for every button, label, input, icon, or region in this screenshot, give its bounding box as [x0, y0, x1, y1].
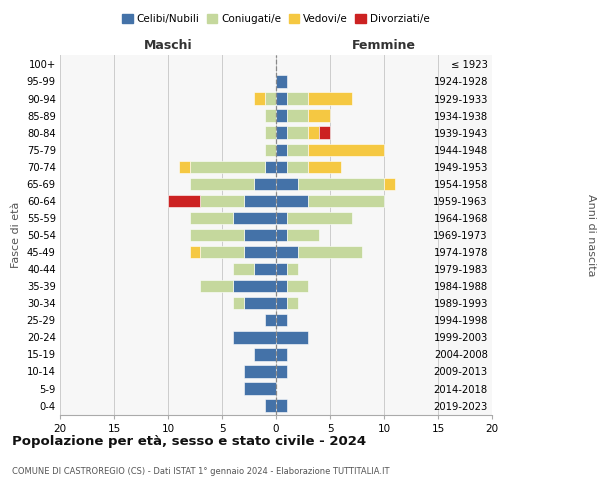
Bar	[200, 280, 233, 292]
Bar	[265, 400, 276, 412]
Bar	[190, 178, 254, 190]
Bar	[265, 92, 276, 104]
Text: COMUNE DI CASTROREGIO (CS) - Dati ISTAT 1° gennaio 2024 - Elaborazione TUTTITALI: COMUNE DI CASTROREGIO (CS) - Dati ISTAT …	[12, 468, 389, 476]
Bar	[308, 160, 341, 173]
Bar	[276, 246, 298, 258]
Bar	[287, 212, 352, 224]
Bar	[287, 263, 298, 276]
Bar	[276, 194, 308, 207]
Bar	[233, 280, 276, 292]
Bar	[265, 160, 276, 173]
Bar	[265, 314, 276, 326]
Bar	[276, 366, 287, 378]
Bar	[244, 366, 276, 378]
Bar	[254, 92, 265, 104]
Bar	[233, 263, 254, 276]
Bar	[244, 229, 276, 241]
Bar	[287, 110, 308, 122]
Text: Anni di nascita: Anni di nascita	[586, 194, 596, 276]
Bar	[308, 144, 384, 156]
Bar	[276, 126, 287, 139]
Bar	[254, 348, 276, 360]
Bar	[244, 194, 276, 207]
Bar	[287, 144, 308, 156]
Bar	[287, 280, 308, 292]
Bar	[190, 246, 200, 258]
Bar	[276, 280, 287, 292]
Text: Popolazione per età, sesso e stato civile - 2024: Popolazione per età, sesso e stato civil…	[12, 435, 366, 448]
Bar	[265, 110, 276, 122]
Bar	[298, 178, 384, 190]
Bar	[384, 178, 395, 190]
Bar	[276, 178, 298, 190]
Bar	[276, 297, 287, 310]
Bar	[287, 126, 308, 139]
Bar	[276, 160, 287, 173]
Bar	[233, 331, 276, 344]
Bar	[276, 314, 287, 326]
Bar	[276, 229, 287, 241]
Text: Femmine: Femmine	[352, 40, 416, 52]
Bar	[276, 76, 287, 88]
Bar	[190, 160, 265, 173]
Legend: Celibi/Nubili, Coniugati/e, Vedovi/e, Divorziati/e: Celibi/Nubili, Coniugati/e, Vedovi/e, Di…	[118, 10, 434, 29]
Bar	[276, 144, 287, 156]
Bar	[276, 92, 287, 104]
Bar	[319, 126, 330, 139]
Bar	[254, 178, 276, 190]
Bar	[276, 212, 287, 224]
Bar	[276, 348, 287, 360]
Bar	[244, 297, 276, 310]
Bar	[276, 400, 287, 412]
Bar	[254, 263, 276, 276]
Bar	[287, 92, 308, 104]
Bar	[190, 212, 233, 224]
Bar	[265, 126, 276, 139]
Bar	[233, 212, 276, 224]
Bar	[308, 194, 384, 207]
Bar	[308, 92, 352, 104]
Bar	[244, 246, 276, 258]
Bar	[287, 160, 308, 173]
Bar	[287, 297, 298, 310]
Bar	[276, 263, 287, 276]
Bar	[308, 126, 319, 139]
Y-axis label: Fasce di età: Fasce di età	[11, 202, 21, 268]
Bar	[298, 246, 362, 258]
Bar	[200, 246, 244, 258]
Bar	[244, 382, 276, 394]
Bar	[287, 229, 319, 241]
Bar	[308, 110, 330, 122]
Bar	[200, 194, 244, 207]
Bar	[233, 297, 244, 310]
Text: Maschi: Maschi	[143, 40, 193, 52]
Bar	[168, 194, 200, 207]
Bar	[276, 110, 287, 122]
Bar	[265, 144, 276, 156]
Bar	[190, 229, 244, 241]
Bar	[179, 160, 190, 173]
Bar	[276, 331, 308, 344]
